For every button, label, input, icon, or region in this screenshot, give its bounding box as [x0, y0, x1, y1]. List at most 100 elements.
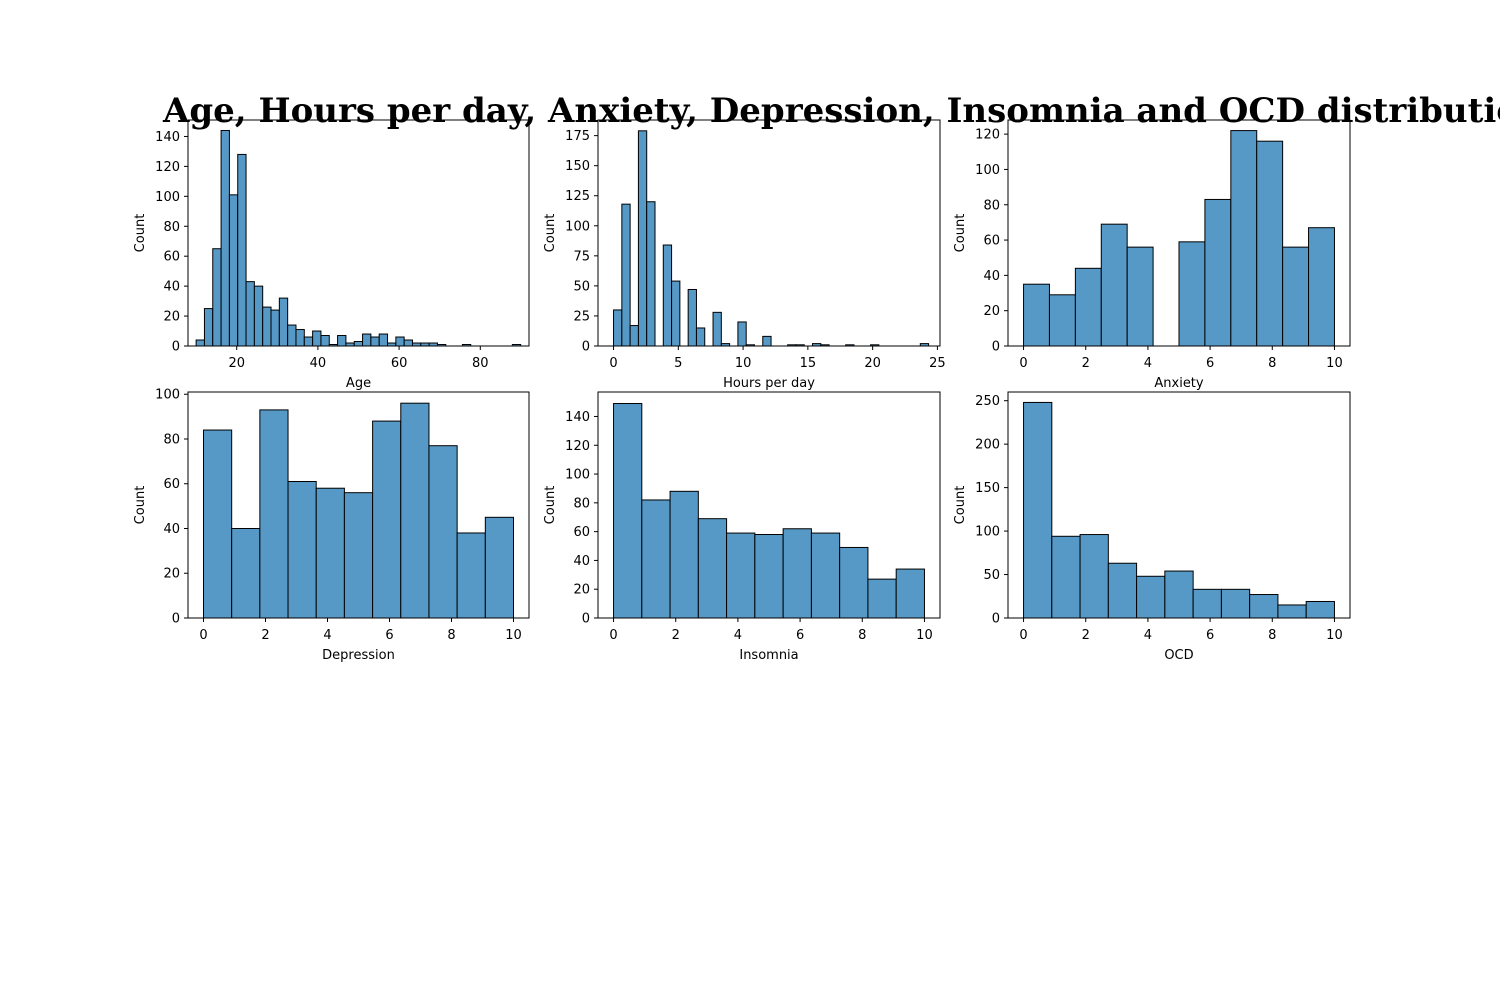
x-tick-label: 10 [505, 628, 522, 643]
histogram-bar [378, 333, 389, 347]
y-tick-label: 60 [983, 234, 1000, 249]
histogram-bar [295, 329, 305, 347]
histogram-bar [1220, 588, 1251, 619]
y-tick-label: 25 [573, 309, 590, 324]
axes-frame [597, 391, 941, 619]
histogram-bar [1192, 588, 1222, 619]
histogram-bar [737, 321, 747, 347]
histogram-bar [1256, 140, 1284, 347]
x-tick-label: 0 [1019, 628, 1027, 643]
x-tick-label: 2 [261, 628, 269, 643]
x-tick-label: 25 [929, 356, 946, 371]
y-tick-label: 0 [582, 612, 590, 627]
y-tick-label: 50 [983, 568, 1000, 583]
histogram-bar [262, 306, 272, 347]
histogram-bar [362, 333, 372, 347]
histogram-bar [1136, 575, 1166, 619]
histogram-bar [1023, 401, 1053, 619]
x-tick-label: 8 [858, 628, 866, 643]
histogram-bar [1282, 246, 1310, 347]
histogram-bar [1079, 534, 1109, 619]
histogram-bar [428, 445, 458, 619]
x-tick-label: 20 [228, 356, 245, 371]
histogram-bar [337, 335, 347, 347]
x-tick-label: 20 [864, 356, 881, 371]
histogram-bar [1048, 294, 1076, 347]
histogram-bar [1100, 223, 1128, 347]
histogram-bar [1051, 535, 1081, 619]
histogram-bar [839, 546, 869, 619]
y-tick-label: 0 [172, 340, 180, 355]
histogram-bar [637, 130, 648, 347]
y-tick-label: 150 [565, 159, 590, 174]
y-tick-label: 80 [573, 496, 590, 511]
y-tick-label: 100 [975, 525, 1000, 540]
y-tick-label: 200 [975, 438, 1000, 453]
y-tick-label: 80 [163, 432, 180, 447]
y-tick-label: 120 [975, 128, 1000, 143]
histogram-bar [259, 409, 289, 619]
histogram-bar [1277, 604, 1307, 619]
x-tick-label: 5 [674, 356, 682, 371]
x-tick-label: 8 [1268, 356, 1276, 371]
histogram-bar [613, 309, 623, 347]
histogram-bar [372, 420, 402, 619]
y-tick-label: 80 [163, 220, 180, 235]
histogram-bar [320, 335, 330, 347]
y-tick-label: 60 [163, 477, 180, 492]
histogram-bar [400, 402, 430, 619]
x-tick-label: 15 [800, 356, 817, 371]
histogram-bar [303, 336, 314, 347]
histogram-bar [395, 336, 405, 347]
figure-title: Age, Hours per day, Anxiety, Depression,… [162, 91, 1500, 131]
histogram-bar [456, 532, 486, 619]
y-tick-label: 40 [573, 554, 590, 569]
histogram-bar [895, 568, 925, 619]
histogram-bar [621, 203, 631, 347]
x-tick-label: 8 [447, 628, 455, 643]
y-axis-label: Count [133, 214, 148, 253]
histogram-bar [782, 528, 812, 619]
histogram-bar [1249, 594, 1279, 619]
histogram-bar [270, 309, 280, 347]
y-tick-label: 20 [983, 304, 1000, 319]
y-tick-label: 0 [992, 340, 1000, 355]
y-tick-label: 100 [975, 163, 1000, 178]
histogram-bar [810, 532, 841, 619]
histogram-bar [212, 248, 222, 347]
x-tick-label: 6 [1206, 356, 1214, 371]
x-tick-label: 6 [1206, 628, 1214, 643]
subplot-age: 20 40 60 80 0 20 40 60 80 100 120 140 Age Count [133, 119, 530, 391]
histogram-bar [726, 532, 756, 619]
x-tick-label: 4 [1144, 356, 1152, 371]
histogram-bar [278, 297, 289, 347]
x-axis-label: Hours per day [723, 376, 815, 391]
x-tick-label: 4 [323, 628, 331, 643]
histogram-bar [1023, 283, 1050, 347]
histogram-bar [641, 499, 671, 619]
y-axis-label: Count [543, 214, 558, 253]
x-tick-label: 2 [672, 628, 680, 643]
histogram-bar [1204, 198, 1232, 347]
y-tick-label: 140 [565, 410, 590, 425]
x-tick-label: 6 [385, 628, 393, 643]
y-tick-label: 0 [582, 340, 590, 355]
histogram-bar [1308, 227, 1335, 347]
histogram-bar [353, 341, 364, 347]
axes-frame [1007, 391, 1351, 619]
y-tick-label: 20 [163, 567, 180, 582]
histogram-bar [484, 516, 515, 619]
axes-frame [187, 119, 530, 347]
x-tick-label: 2 [1082, 628, 1090, 643]
histogram-bar [228, 194, 239, 347]
histogram-bar [203, 308, 214, 347]
histogram-bar [203, 429, 233, 619]
y-tick-label: 140 [155, 130, 180, 145]
histogram-bar [1074, 267, 1102, 347]
histogram-bar [195, 339, 205, 347]
histogram-bar [762, 335, 772, 347]
histogram-bar [697, 518, 728, 619]
